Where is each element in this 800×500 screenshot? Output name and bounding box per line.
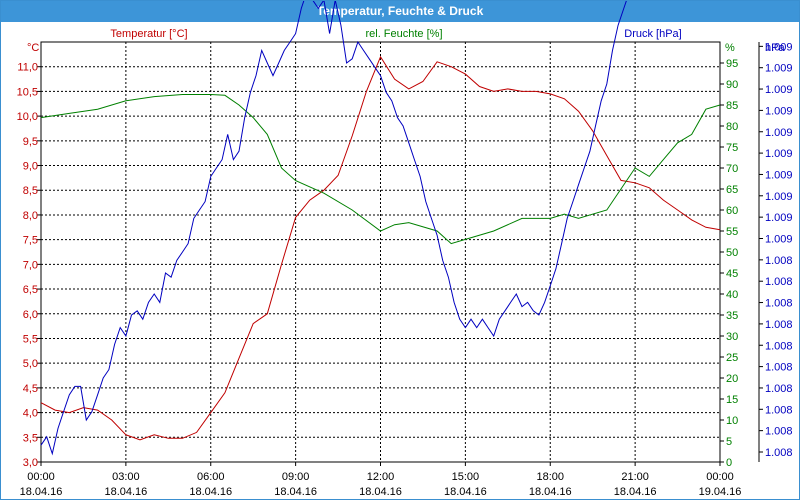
x-tick-time-label: 00:00 — [27, 471, 55, 483]
temperature-tick-label: 7,0 — [23, 259, 38, 271]
pressure-tick-label: 1.008 — [765, 255, 793, 267]
pressure-tick-label: 1.008 — [765, 426, 793, 438]
humidity-tick-label: 35 — [726, 310, 738, 322]
humidity-tick-label: 55 — [726, 226, 738, 238]
temperature-tick-label: 3,5 — [23, 432, 38, 444]
pressure-tick-label: 1.008 — [765, 447, 793, 459]
humidity-tick-label: 90 — [726, 79, 738, 91]
humidity-tick-label: 40 — [726, 289, 738, 301]
x-tick-time-label: 15:00 — [452, 471, 480, 483]
pressure-tick-label: 1.008 — [765, 383, 793, 395]
humidity-tick-label: 10 — [726, 415, 738, 427]
humidity-tick-label: 95 — [726, 58, 738, 70]
x-tick-time-label: 06:00 — [197, 471, 225, 483]
x-tick-date-label: 18.04.16 — [359, 486, 402, 498]
temperature-unit: °C — [27, 42, 39, 54]
humidity-tick-label: 80 — [726, 121, 738, 133]
humidity-tick-label: 60 — [726, 205, 738, 217]
temperature-series-line — [40, 55, 721, 441]
x-tick-time-label: 03:00 — [112, 471, 140, 483]
humidity-tick-label: 15 — [726, 394, 738, 406]
humidity-unit: % — [725, 42, 735, 54]
temperature-tick-label: 9,0 — [23, 161, 38, 173]
temperature-tick-label: 7,5 — [23, 235, 38, 247]
x-tick-date-label: 18.04.16 — [274, 486, 317, 498]
x-tick-date-label: 18.04.16 — [614, 486, 657, 498]
temperature-tick-label: 8,5 — [23, 185, 38, 197]
temperature-tick-label: 4,0 — [23, 408, 38, 420]
x-tick-date-label: 19.04.16 — [699, 486, 742, 498]
pressure-tick-label: 1.009 — [765, 191, 793, 203]
humidity-tick-label: 50 — [726, 247, 738, 259]
humidity-axis-title: rel. Feuchte [%] — [365, 28, 442, 40]
pressure-tick-label: 1.009 — [765, 212, 793, 224]
temperature-tick-label: 6,5 — [23, 284, 38, 296]
temperature-tick-label: 10,5 — [17, 86, 38, 98]
grid-lines — [37, 42, 763, 466]
x-tick-date-label: 18.04.16 — [104, 486, 147, 498]
pressure-tick-label: 1.009 — [765, 41, 793, 53]
temperature-tick-label: 5,5 — [23, 333, 38, 345]
temperature-axis-title: Temperatur [°C] — [110, 28, 187, 40]
humidity-tick-label: 70 — [726, 163, 738, 175]
pressure-tick-label: 1.008 — [765, 298, 793, 310]
x-tick-time-label: 18:00 — [536, 471, 564, 483]
humidity-tick-label: 20 — [726, 373, 738, 385]
pressure-unit: hPa — [765, 42, 785, 54]
pressure-tick-label: 1.009 — [765, 105, 793, 117]
humidity-tick-label: 0 — [726, 457, 732, 469]
pressure-tick-label: 1.008 — [765, 404, 793, 416]
pressure-tick-label: 1.009 — [765, 63, 793, 75]
pressure-tick-label: 1.008 — [765, 319, 793, 331]
humidity-tick-label: 85 — [726, 100, 738, 112]
pressure-tick-label: 1.009 — [765, 148, 793, 160]
pressure-tick-label: 1.008 — [765, 276, 793, 288]
temperature-tick-label: 9,5 — [23, 136, 38, 148]
humidity-tick-label: 45 — [726, 268, 738, 280]
chart-title: Temperatur, Feuchte & Druck — [1, 1, 799, 22]
temperature-tick-label: 10,0 — [17, 111, 38, 123]
temperature-tick-label: 8,0 — [23, 210, 38, 222]
pressure-tick-label: 1.008 — [765, 340, 793, 352]
x-tick-date-label: 18.04.16 — [189, 486, 232, 498]
pressure-axis-title: Druck [hPa] — [624, 28, 681, 40]
pressure-tick-label: 1.009 — [765, 169, 793, 181]
humidity-series-line — [40, 94, 721, 245]
humidity-tick-label: 25 — [726, 352, 738, 364]
temperature-tick-label: 5,0 — [23, 358, 38, 370]
pressure-tick-label: 1.008 — [765, 362, 793, 374]
humidity-tick-label: 5 — [726, 436, 732, 448]
x-tick-time-label: 00:00 — [706, 471, 734, 483]
pressure-tick-label: 1.009 — [765, 234, 793, 246]
x-tick-time-label: 09:00 — [282, 471, 310, 483]
pressure-series-line — [40, 1, 627, 456]
humidity-tick-label: 30 — [726, 331, 738, 343]
temperature-tick-label: 6,0 — [23, 309, 38, 321]
temperature-tick-label: 4,5 — [23, 383, 38, 395]
x-tick-date-label: 18.04.16 — [20, 486, 63, 498]
x-tick-time-label: 12:00 — [367, 471, 395, 483]
x-tick-date-label: 18.04.16 — [529, 486, 572, 498]
pressure-tick-label: 1.009 — [765, 84, 793, 96]
temperature-tick-label: 3,0 — [23, 457, 38, 469]
pressure-tick-label: 1.009 — [765, 127, 793, 139]
temperature-tick-label: 11,0 — [17, 62, 38, 74]
humidity-tick-label: 65 — [726, 184, 738, 196]
x-tick-date-label: 18.04.16 — [444, 486, 487, 498]
x-tick-time-label: 21:00 — [621, 471, 649, 483]
axis-labels: 3,0 3,5 4,0 4,5 5,0 5,5 6,0 6,5 7,0 7,5 8,0 8,5 9,0 9… — [17, 41, 793, 498]
series-layer — [40, 1, 721, 456]
humidity-tick-label: 75 — [726, 142, 738, 154]
